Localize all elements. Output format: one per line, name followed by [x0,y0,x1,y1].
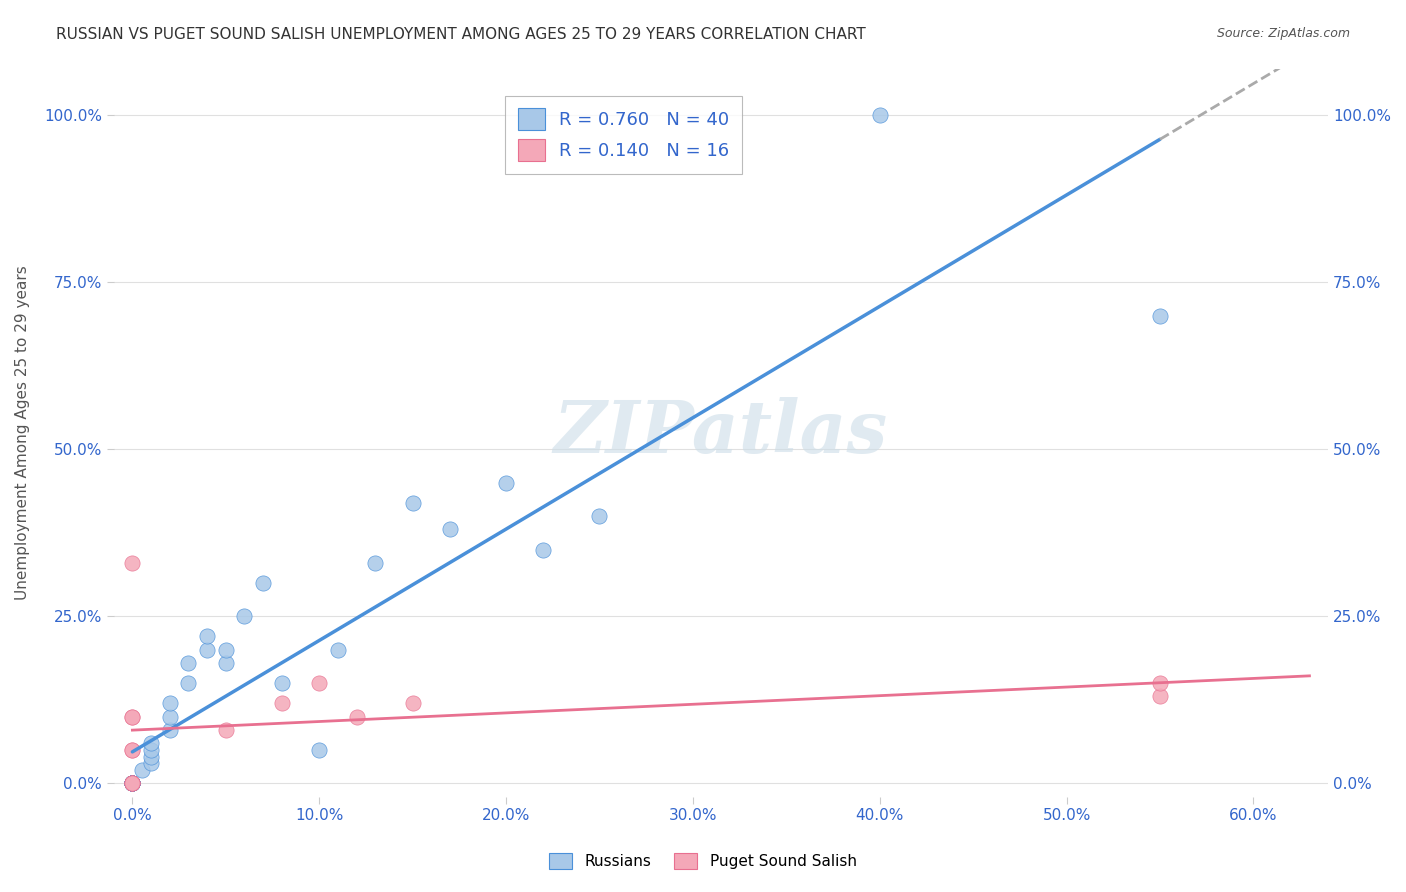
Text: ZIPatlas: ZIPatlas [554,397,889,468]
Point [401,696,423,710]
Point [326,642,349,657]
Point [177,656,200,670]
Point [215,656,238,670]
Point [270,676,292,690]
Legend: Russians, Puget Sound Salish: Russians, Puget Sound Salish [543,847,863,875]
Point [177,676,200,690]
Point [121,776,143,790]
Point [121,776,143,790]
Point [159,723,181,737]
Point [195,629,218,643]
Point [121,776,143,790]
Point [233,609,256,624]
Point [121,776,143,790]
Point [139,756,162,771]
Point [215,723,238,737]
Point [439,523,461,537]
Point [121,709,143,723]
Point [139,736,162,750]
Point [159,709,181,723]
Point [401,496,423,510]
Point [121,743,143,757]
Point [121,776,143,790]
Point [121,776,143,790]
Point [121,776,143,790]
Point [121,776,143,790]
Point [139,749,162,764]
Point [364,556,387,570]
Point [121,776,143,790]
Point [121,556,143,570]
Text: RUSSIAN VS PUGET SOUND SALISH UNEMPLOYMENT AMONG AGES 25 TO 29 YEARS CORRELATION: RUSSIAN VS PUGET SOUND SALISH UNEMPLOYME… [56,27,866,42]
Point [869,108,891,122]
Point [588,509,610,524]
Point [308,743,330,757]
Point [159,696,181,710]
Text: Source: ZipAtlas.com: Source: ZipAtlas.com [1216,27,1350,40]
Point [121,709,143,723]
Point [139,743,162,757]
Point [195,642,218,657]
Point [121,776,143,790]
Point [270,696,292,710]
Point [131,763,153,777]
Point [1149,309,1171,323]
Point [121,776,143,790]
Point [121,776,143,790]
Point [121,776,143,790]
Point [121,776,143,790]
Point [121,776,143,790]
Point [346,709,368,723]
Point [1149,690,1171,704]
Point [215,642,238,657]
Point [308,676,330,690]
Point [252,575,274,590]
Point [533,542,555,557]
Point [495,475,517,490]
Legend: R = 0.760   N = 40, R = 0.140   N = 16: R = 0.760 N = 40, R = 0.140 N = 16 [505,95,742,174]
Point [121,743,143,757]
Point [1149,676,1171,690]
Point [121,776,143,790]
Y-axis label: Unemployment Among Ages 25 to 29 years: Unemployment Among Ages 25 to 29 years [15,265,30,600]
Point [121,776,143,790]
